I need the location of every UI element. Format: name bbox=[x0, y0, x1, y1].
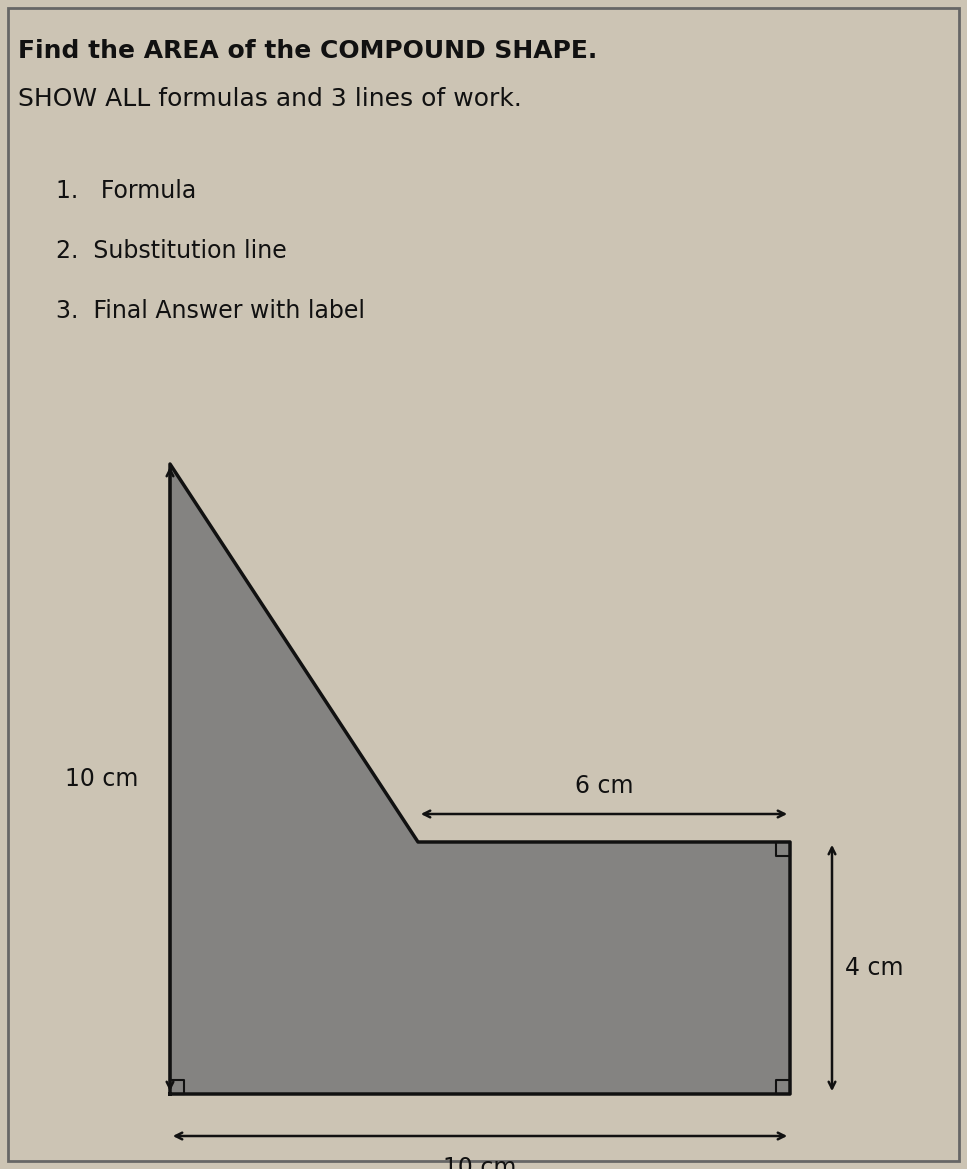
Text: 6 cm: 6 cm bbox=[574, 774, 633, 798]
Text: 10 cm: 10 cm bbox=[443, 1156, 516, 1169]
Polygon shape bbox=[170, 464, 790, 1094]
Text: 3.  Final Answer with label: 3. Final Answer with label bbox=[56, 299, 365, 323]
Text: 1.   Formula: 1. Formula bbox=[56, 179, 196, 203]
Text: 2.  Substitution line: 2. Substitution line bbox=[56, 238, 287, 263]
Text: 10 cm: 10 cm bbox=[66, 767, 138, 791]
Text: Find the AREA of the COMPOUND SHAPE.: Find the AREA of the COMPOUND SHAPE. bbox=[18, 39, 598, 63]
Text: SHOW ALL formulas and 3 lines of work.: SHOW ALL formulas and 3 lines of work. bbox=[18, 87, 522, 111]
Text: 4 cm: 4 cm bbox=[845, 956, 903, 980]
